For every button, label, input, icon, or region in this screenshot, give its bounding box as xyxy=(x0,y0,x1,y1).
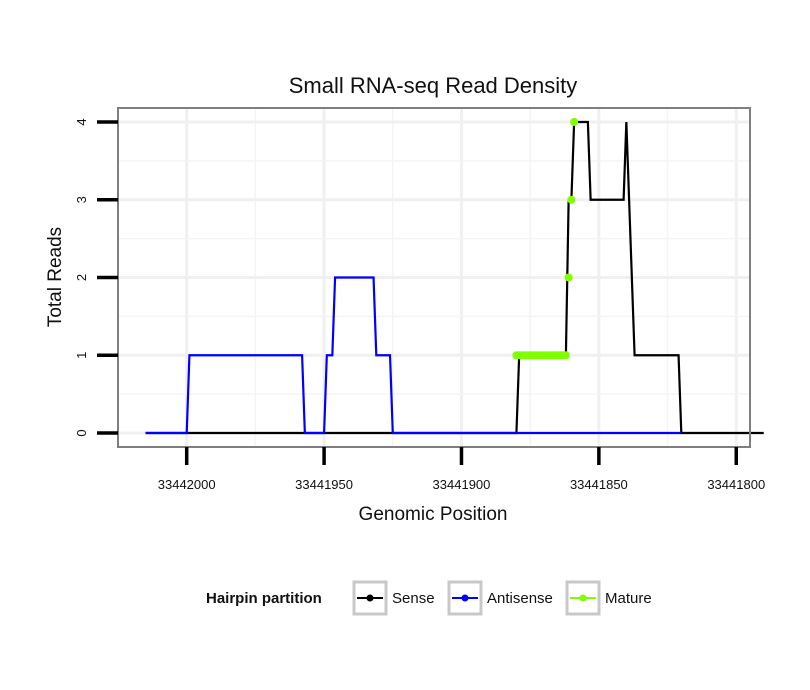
x-tick-label-0: 33442000 xyxy=(158,477,216,492)
legend-label-mature: Mature xyxy=(605,590,652,607)
x-tick-label-3: 33441850 xyxy=(570,477,628,492)
y-axis-title: Total Reads xyxy=(45,227,66,327)
y-tick-label-2: 2 xyxy=(74,274,89,281)
y-tick-label-1: 1 xyxy=(74,352,89,359)
y-tick-label-0: 0 xyxy=(74,429,89,436)
legend-label-sense: Sense xyxy=(392,590,435,607)
chart-title: Small RNA-seq Read Density xyxy=(289,73,578,98)
x-axis: 33442000 33441950 33441900 33441850 33441800 xyxy=(158,447,765,492)
legend-key-sense-marker xyxy=(366,594,374,602)
y-tick-label-3: 3 xyxy=(74,196,89,203)
x-axis-title: Genomic Position xyxy=(359,504,508,525)
series-point-mature-20 xyxy=(567,195,576,204)
series-layer xyxy=(145,117,764,435)
legend-item-sense: Sense xyxy=(352,580,435,616)
x-tick-label-4: 33441800 xyxy=(707,477,765,492)
legend-item-antisense: Antisense xyxy=(447,580,553,616)
y-axis: 0 1 2 3 4 xyxy=(74,118,118,437)
x-tick-label-2: 33441900 xyxy=(433,477,491,492)
series-line-antisense xyxy=(145,276,682,435)
legend-key-antisense-marker xyxy=(461,594,469,602)
x-tick-label-1: 33441950 xyxy=(295,477,353,492)
grid xyxy=(118,108,750,447)
series-point-mature-19 xyxy=(564,273,573,282)
series-point-mature-18 xyxy=(561,351,570,360)
legend-item-mature: Mature xyxy=(565,580,652,616)
panel xyxy=(117,107,764,448)
legend: Hairpin partition Sense Antisense Mature xyxy=(206,580,652,616)
legend-title: Hairpin partition xyxy=(206,590,322,607)
legend-label-antisense: Antisense xyxy=(487,590,553,607)
y-tick-label-4: 4 xyxy=(74,118,89,125)
series-point-mature-21 xyxy=(570,117,579,126)
legend-key-mature-marker xyxy=(579,594,587,602)
